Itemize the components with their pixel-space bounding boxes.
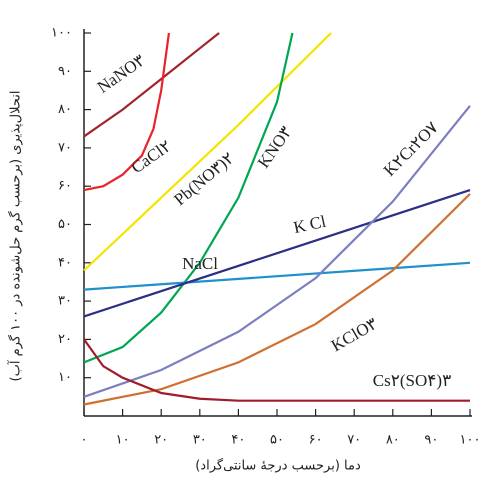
x-tick-label: ۱۰ xyxy=(116,433,130,448)
x-tick-label: ۶۰ xyxy=(309,433,323,448)
y-tick-label: ۱۰ xyxy=(58,370,72,385)
y-tick-label: ۶۰ xyxy=(58,179,72,194)
y-tick-label: ۱۰۰ xyxy=(51,26,72,41)
x-tick-label: ۴۰ xyxy=(231,433,245,448)
series-label: K Cl xyxy=(292,212,328,237)
series-label: CaCl۲ xyxy=(128,136,175,177)
x-tick-label: ۷۰ xyxy=(347,433,361,448)
y-tick-label: ۹۰ xyxy=(58,64,72,79)
series-line xyxy=(83,261,471,291)
x-tick-label: ۹۰ xyxy=(424,433,438,448)
x-axis-title: دما (برحسب درجهٔ سانتی‌گراد) xyxy=(195,458,361,474)
y-tick-label: ۳۰ xyxy=(58,294,72,309)
x-tick-label: ۳۰ xyxy=(193,433,207,448)
series-line xyxy=(83,105,471,398)
y-tick-label: ۲۰ xyxy=(58,332,72,347)
series-label: Cs۲(SO۴)۳ xyxy=(373,371,451,390)
y-tick-label: ۸۰ xyxy=(58,102,72,117)
x-tick-label: ۲۰ xyxy=(154,433,168,448)
series-label: KClO۳ xyxy=(328,314,381,355)
series-line xyxy=(83,32,332,272)
series-line xyxy=(83,32,171,192)
series-line xyxy=(83,188,471,318)
x-tick-label: ۵۰ xyxy=(270,433,284,448)
series-label: NaCl xyxy=(182,254,218,273)
series-line xyxy=(83,193,471,406)
series-label: KNO۳ xyxy=(254,123,296,172)
x-tick-label: ۱۰۰ xyxy=(460,433,481,448)
x-tick-label: ۸۰ xyxy=(386,433,400,448)
y-tick-label: ۴۰ xyxy=(58,255,72,270)
series-label: NaNO۳ xyxy=(94,51,149,97)
y-axis-title: انحلال‌پذیری (برحسب گرم حل‌شونده در ۱۰۰ … xyxy=(7,91,24,382)
y-tick-label: ۷۰ xyxy=(58,140,72,155)
series-line xyxy=(83,32,220,138)
series-line xyxy=(83,32,294,364)
series-line xyxy=(83,338,470,402)
series-label: K۲Cr۲O۷ xyxy=(380,118,442,180)
x-tick-label: ۰ xyxy=(81,433,88,448)
y-tick-label: ۵۰ xyxy=(58,217,72,232)
